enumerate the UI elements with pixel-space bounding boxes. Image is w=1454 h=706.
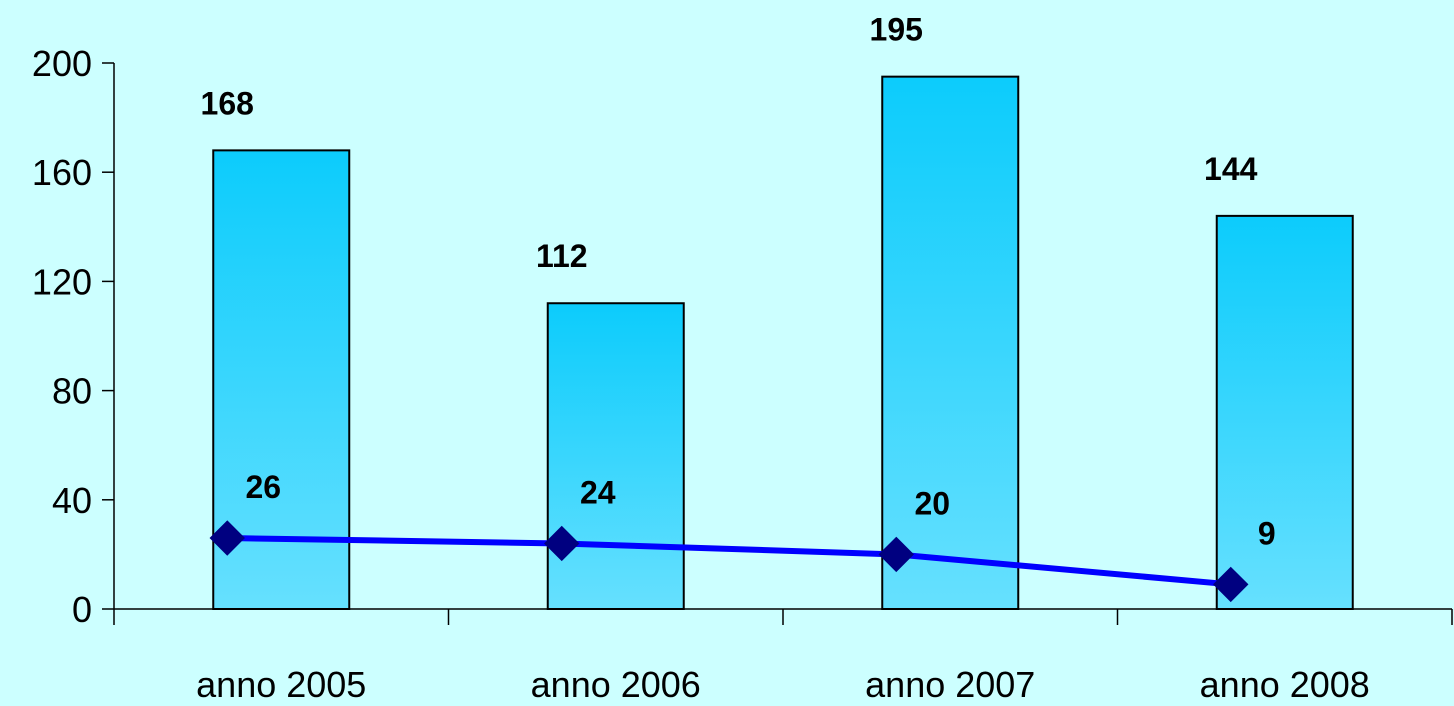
bar-anno-2008 xyxy=(1215,214,1354,610)
bar-anno-2006 xyxy=(546,302,685,610)
line-marker xyxy=(209,520,245,556)
bar-value-label: 144 xyxy=(1204,151,1258,187)
y-tick-label: 80 xyxy=(52,371,92,412)
bar-value-label: 112 xyxy=(536,238,588,274)
line-value-label: 9 xyxy=(1258,515,1276,551)
line-value-label: 20 xyxy=(914,485,950,521)
x-tick-label: anno 2006 xyxy=(531,664,701,701)
bar-value-label: 195 xyxy=(870,12,923,48)
x-tick-label: anno 2007 xyxy=(865,664,1035,701)
y-tick-label: 160 xyxy=(32,152,92,193)
line-marker xyxy=(1213,566,1249,603)
y-tick-label: 120 xyxy=(32,261,92,302)
line-series xyxy=(227,535,1232,588)
line-marker xyxy=(544,525,580,562)
line-value-label: 24 xyxy=(580,474,616,510)
x-tick-label: anno 2005 xyxy=(196,664,366,701)
y-tick-label: 0 xyxy=(72,589,92,630)
line-value-label: 26 xyxy=(245,469,281,505)
bar-anno-2007 xyxy=(881,75,1020,610)
x-tick-label: anno 2008 xyxy=(1200,664,1370,701)
line-marker xyxy=(878,536,914,573)
bar-value-label: 168 xyxy=(201,85,254,121)
y-tick-label: 200 xyxy=(32,43,92,84)
y-tick-label: 40 xyxy=(52,480,92,521)
